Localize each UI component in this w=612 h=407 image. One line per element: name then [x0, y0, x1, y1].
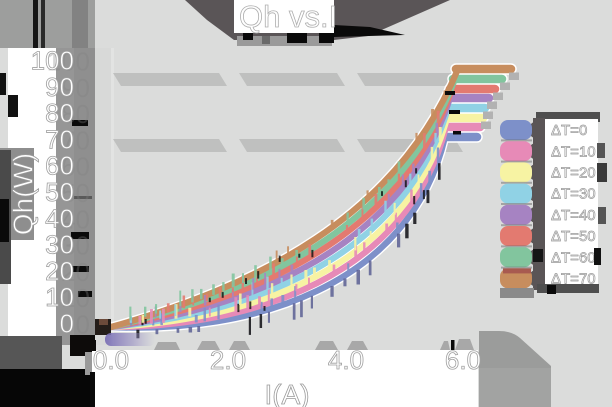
svg-text:ΔT=10: ΔT=10: [551, 143, 596, 160]
svg-text:20: 20: [61, 257, 90, 287]
svg-text:50: 50: [45, 177, 74, 207]
svg-text:60: 60: [61, 152, 90, 182]
svg-text:10: 10: [45, 282, 74, 312]
svg-text:20: 20: [45, 256, 74, 286]
svg-text:0: 0: [60, 309, 74, 339]
svg-text:80: 80: [45, 98, 74, 128]
svg-text:ΔT=30: ΔT=30: [551, 186, 596, 203]
svg-text:100: 100: [31, 46, 74, 76]
svg-text:90: 90: [45, 72, 74, 102]
svg-text:50: 50: [61, 178, 90, 208]
svg-text:I(A): I(A): [264, 379, 309, 407]
svg-text:ΔT=20: ΔT=20: [551, 165, 596, 182]
svg-text:30: 30: [61, 231, 90, 261]
svg-text:2.0: 2.0: [210, 345, 246, 375]
svg-text:6.0: 6.0: [445, 345, 481, 375]
svg-text:ΔT=40: ΔT=40: [551, 207, 596, 224]
svg-text:30: 30: [45, 230, 74, 260]
svg-text:70: 70: [45, 124, 74, 154]
svg-text:0: 0: [76, 310, 90, 340]
svg-text:40: 40: [45, 203, 74, 233]
svg-text:80: 80: [61, 99, 90, 129]
svg-text:ΔT=0: ΔT=0: [551, 122, 587, 139]
svg-text:70: 70: [61, 125, 90, 155]
svg-text:10: 10: [61, 283, 90, 313]
svg-text:Qh vs.I: Qh vs.I: [239, 0, 337, 34]
svg-text:4.0: 4.0: [328, 345, 364, 375]
svg-text:100: 100: [47, 47, 90, 77]
svg-text:0.0: 0.0: [93, 345, 129, 375]
svg-text:40: 40: [61, 204, 90, 234]
svg-text:60: 60: [45, 151, 74, 181]
svg-text:ΔT=70: ΔT=70: [551, 271, 596, 288]
svg-text:ΔT=50: ΔT=50: [551, 228, 596, 245]
svg-text:ΔT=60: ΔT=60: [551, 249, 596, 266]
svg-text:90: 90: [61, 73, 90, 103]
svg-text:Qh(W): Qh(W): [8, 153, 39, 235]
